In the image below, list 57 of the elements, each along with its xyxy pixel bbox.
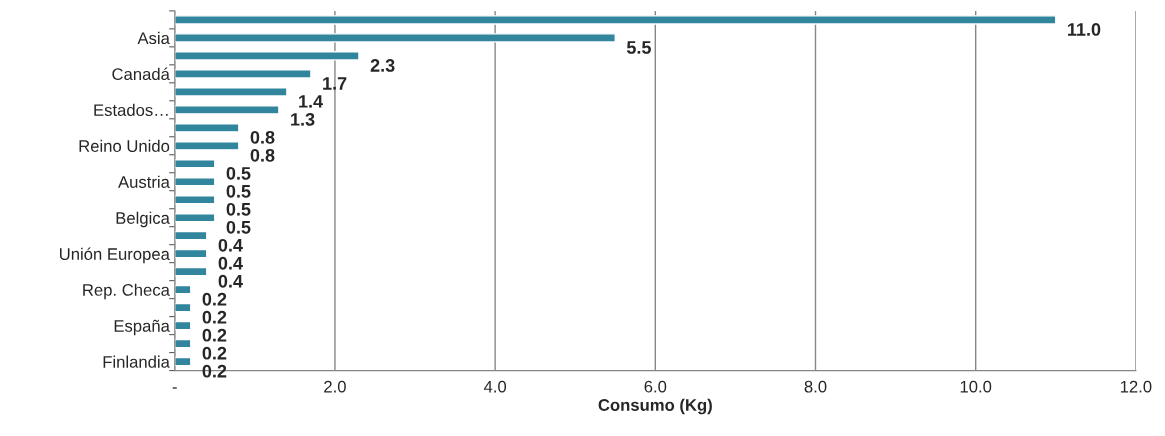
- data-label: 0.5: [226, 220, 251, 234]
- data-label: 0.5: [226, 202, 251, 216]
- data-label: 0.5: [226, 184, 251, 198]
- bar: [174, 266, 208, 277]
- x-tick-label: 4.0: [483, 380, 507, 393]
- data-label: 5.5: [626, 41, 651, 54]
- data-label: 11.0: [1068, 23, 1101, 36]
- y-tick-label: Austria: [118, 175, 170, 188]
- x-tick-label: 8.0: [804, 380, 827, 393]
- bar: [174, 141, 240, 151]
- data-label: 1.7: [323, 77, 347, 90]
- y-tick-label: España: [114, 319, 170, 336]
- data-label: 2.3: [370, 59, 395, 72]
- data-label: 1.4: [299, 95, 323, 108]
- x-tick-label: 2.0: [324, 380, 346, 393]
- bar: [174, 51, 360, 61]
- y-tick-label: Canadá: [112, 67, 170, 81]
- y-tick-label: Asia: [137, 31, 170, 45]
- bar: [174, 69, 312, 79]
- bar: [174, 177, 216, 187]
- bar: [174, 15, 1057, 25]
- bar: [174, 212, 216, 223]
- y-tick-label: Estados…: [94, 103, 168, 117]
- bar: [174, 123, 240, 133]
- data-label: 0.2: [202, 292, 227, 306]
- x-tick-label: 6.0: [644, 380, 667, 393]
- y-tick-label: Rep. Checa: [83, 283, 170, 300]
- data-label: 0.2: [202, 310, 227, 324]
- bar: [174, 159, 216, 169]
- y-tick-label: Finlandia: [103, 355, 170, 368]
- data-label: 1.3: [291, 112, 315, 126]
- bar: [174, 338, 192, 349]
- data-label: 0.8: [250, 130, 275, 144]
- x-tick-label: -: [172, 387, 177, 389]
- x-tick-label: 12.0: [1120, 380, 1152, 393]
- bar: [174, 248, 208, 259]
- y-tick-label: Unión Europea: [59, 247, 170, 264]
- bar: [174, 356, 192, 367]
- bar: [174, 87, 288, 97]
- x-tick-label: 10.0: [960, 380, 992, 393]
- data-label: 0.2: [202, 346, 227, 360]
- y-tick-label: Belgica: [116, 211, 170, 228]
- bar: [174, 284, 192, 295]
- data-label: 0.4: [218, 238, 243, 252]
- x-axis-title: Consumo (Kg): [598, 398, 712, 415]
- bar: [174, 105, 280, 115]
- bar: [174, 302, 192, 313]
- data-label: 0.5: [226, 166, 251, 180]
- data-label: 0.8: [250, 148, 275, 162]
- data-label: 0.4: [218, 274, 243, 288]
- bar: [174, 320, 192, 331]
- bar: [174, 230, 208, 241]
- data-label: 0.4: [218, 256, 243, 270]
- y-tick-label: Reino Unido: [79, 139, 170, 152]
- data-label: 0.2: [202, 328, 227, 342]
- bar: [174, 33, 616, 43]
- bar: [174, 195, 216, 205]
